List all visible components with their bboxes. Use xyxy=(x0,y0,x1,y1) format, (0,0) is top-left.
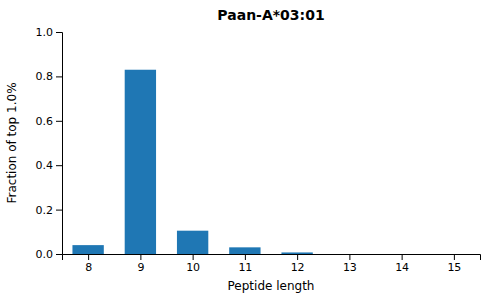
tick: 14 xyxy=(395,254,409,274)
tick: 11 xyxy=(238,254,252,274)
tick-label: 0.8 xyxy=(36,70,54,83)
tick: 0.6 xyxy=(36,115,63,128)
bar xyxy=(281,252,312,254)
x-axis: 8 9 10 11 12 13 14 15 xyxy=(63,254,481,274)
tick: 10 xyxy=(186,254,200,274)
tick: 9 xyxy=(137,254,144,274)
tick-mark xyxy=(56,76,62,77)
bars xyxy=(72,70,312,254)
y-axis: 0.0 0.2 0.4 0.6 0.8 1.0 xyxy=(36,26,63,261)
bar xyxy=(229,247,260,254)
x-axis-title: Peptide length xyxy=(228,279,315,293)
tick-label: 0.6 xyxy=(36,115,54,128)
tick: 0.0 xyxy=(36,248,63,261)
tick-mark xyxy=(56,210,62,211)
bar xyxy=(438,254,469,255)
tick: 1.0 xyxy=(36,26,63,39)
tick-label: 0.0 xyxy=(36,248,54,261)
tick: 12 xyxy=(291,254,305,274)
tick-mark xyxy=(56,121,62,122)
tick: 0.8 xyxy=(36,70,63,83)
axis-line xyxy=(56,33,63,255)
tick-label: 8 xyxy=(85,261,92,274)
tick-mark xyxy=(56,254,62,255)
tick-mark xyxy=(88,254,89,260)
plot: 8 9 10 11 12 13 14 15 0.0 0.2 0.4 0.6 0.8 1.0 xyxy=(36,26,481,274)
tick-mark xyxy=(245,254,246,260)
bar xyxy=(334,254,365,255)
tick: 13 xyxy=(343,254,357,274)
tick-mark xyxy=(349,254,350,260)
axis-line xyxy=(63,255,481,261)
title: Paan-A*03:01 xyxy=(217,7,324,23)
tick-mark xyxy=(193,254,194,260)
tick-mark xyxy=(56,165,62,166)
tick-mark xyxy=(140,254,141,260)
bar xyxy=(386,254,417,255)
tick-label: 15 xyxy=(447,261,461,274)
tick-mark xyxy=(56,32,62,33)
tick-label: 10 xyxy=(186,261,200,274)
tick-label: 13 xyxy=(343,261,357,274)
tick-label: 1.0 xyxy=(36,26,54,39)
tick: 0.4 xyxy=(36,159,63,172)
tick-label: 11 xyxy=(238,261,252,274)
tick-label: 0.4 xyxy=(36,159,54,172)
bar xyxy=(125,70,156,254)
bar xyxy=(177,231,208,254)
chart: 8 9 10 11 12 13 14 15 0.0 0.2 0.4 0.6 0.8 1.0 Paan-A*0… xyxy=(0,0,500,300)
tick: 0.2 xyxy=(36,204,63,217)
tick-label: 14 xyxy=(395,261,409,274)
tick-label: 12 xyxy=(291,261,305,274)
tick-mark xyxy=(402,254,403,260)
tick: 15 xyxy=(447,254,461,274)
tick-label: 9 xyxy=(137,261,144,274)
y-axis-title: Fraction of top 1.0% xyxy=(5,82,19,203)
tick-label: 0.2 xyxy=(36,204,54,217)
tick-mark xyxy=(454,254,455,260)
bar xyxy=(72,245,103,254)
tick-mark xyxy=(297,254,298,260)
tick: 8 xyxy=(85,254,92,274)
